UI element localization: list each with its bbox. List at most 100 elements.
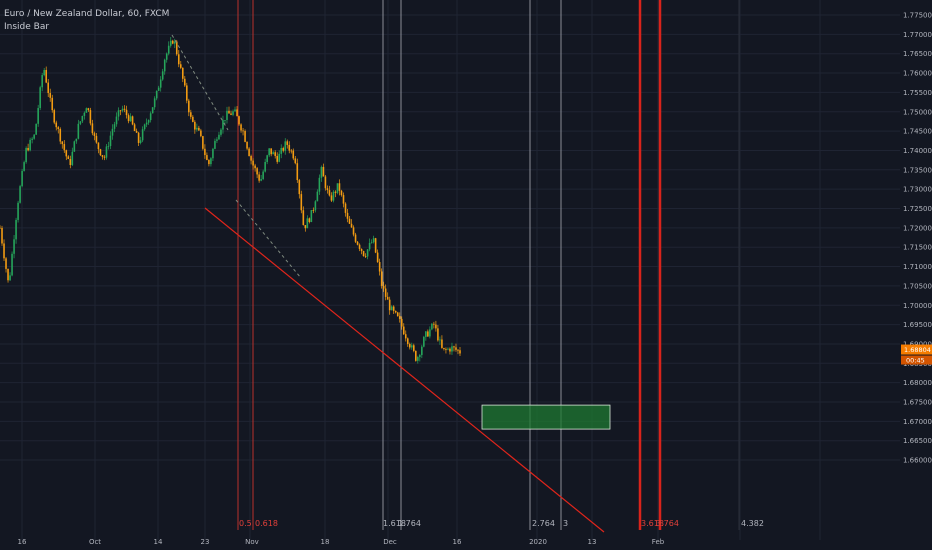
candle-body [7,268,9,281]
y-tick-label: 1.70000 [903,302,932,310]
candle-body [188,100,190,113]
y-tick-label: 1.69000 [903,340,932,348]
candle-body [294,158,297,164]
candle-body [157,87,160,91]
candle-body [228,110,230,114]
candle-body [390,306,393,311]
candle-body [214,140,216,149]
candle-body [179,64,182,68]
candle-body [306,218,309,229]
candle-body [37,108,39,124]
indicator-label[interactable]: Inside Bar [4,22,50,32]
candle-body [113,124,116,129]
candle-body [406,338,409,344]
candle-body [216,139,218,141]
candle-body [45,69,48,83]
candle-body [220,129,222,135]
candle-body [352,227,355,235]
candle-body [123,108,126,110]
candle-body [57,127,60,130]
candle-body [23,162,25,171]
y-tick-label: 1.66500 [903,437,932,445]
candle-body [342,195,345,204]
candle-body [435,324,437,329]
candle-body [9,275,11,281]
candle-body [350,223,353,228]
grid [0,0,900,540]
symbol-title[interactable]: Euro / New Zealand Dollar, 60, FXCM [4,9,170,19]
fib-label: 4.382 [741,519,764,528]
candle-body [181,67,184,79]
candle-body [149,113,152,121]
fib-label: 0.618 [255,519,278,528]
fib-label: 3.618 [641,519,664,528]
candle-body [260,179,262,181]
candle-body [264,161,266,172]
candle-body [384,288,387,297]
chart-legend: Euro / New Zealand Dollar, 60, FXCM Insi… [4,8,169,34]
candle-body [234,109,236,112]
candle-body [202,136,204,149]
x-tick-label: 18 [321,538,330,546]
candle-body [79,121,82,124]
candle-body [131,116,134,125]
candle-body [230,113,232,115]
candle-body [121,108,124,111]
candle-body [97,142,100,150]
candle-body [419,355,421,358]
candle-body [127,115,130,122]
candle-body [270,148,272,155]
y-tick-label: 1.73000 [903,186,932,194]
dashed-leg [235,199,302,279]
candle-body [177,54,180,65]
dashed-leg [171,34,229,131]
candle-body [252,160,254,166]
candle-body [382,285,385,289]
y-tick-label: 1.76500 [903,50,932,58]
candle-body [396,312,399,317]
candle-body [163,59,166,72]
candle-body [274,152,276,156]
candle-body [336,183,339,193]
candle-body [423,336,425,347]
candle-body [77,123,80,139]
x-tick-label: Feb [652,538,665,546]
candle-body [33,134,35,139]
candle-body [63,144,66,151]
candle-body [400,318,403,327]
candle-body [288,144,291,151]
candle-body [328,190,331,196]
time-axis[interactable]: 16 Oct 14 23 Nov 18 Dec 16 2020 13 Feb [18,538,665,546]
x-tick-label: 2020 [529,538,547,546]
candle-body [324,176,327,189]
candle-body [441,339,443,348]
candle-body [133,124,136,132]
candle-body [356,241,359,245]
trendline[interactable] [171,34,605,533]
y-tick-label: 1.67000 [903,418,932,426]
candle-body [386,296,389,300]
candle-body [362,251,365,257]
target-zone-rect [481,404,611,430]
candle-body [13,239,15,254]
candle-body [302,210,305,226]
candle-body [105,146,108,158]
y-tick-label: 1.75000 [903,108,932,116]
candle-body [304,225,307,229]
candle-body [459,350,461,354]
candle-body [175,41,178,55]
candle-body [218,134,220,140]
candle-body [256,168,258,175]
price-axis[interactable]: 1.77500 1.77000 1.76500 1.76000 1.75500 1.750… [903,12,932,465]
candle-body [272,152,274,155]
candle-body [59,129,62,142]
candle-body [404,334,407,339]
candle-body [194,121,196,130]
fib-label: 1.764 [398,519,421,528]
target-zone[interactable] [481,404,611,430]
candle-body [95,135,98,143]
candle-body [41,75,43,88]
candle-body [334,191,337,193]
candle-body [388,299,391,311]
